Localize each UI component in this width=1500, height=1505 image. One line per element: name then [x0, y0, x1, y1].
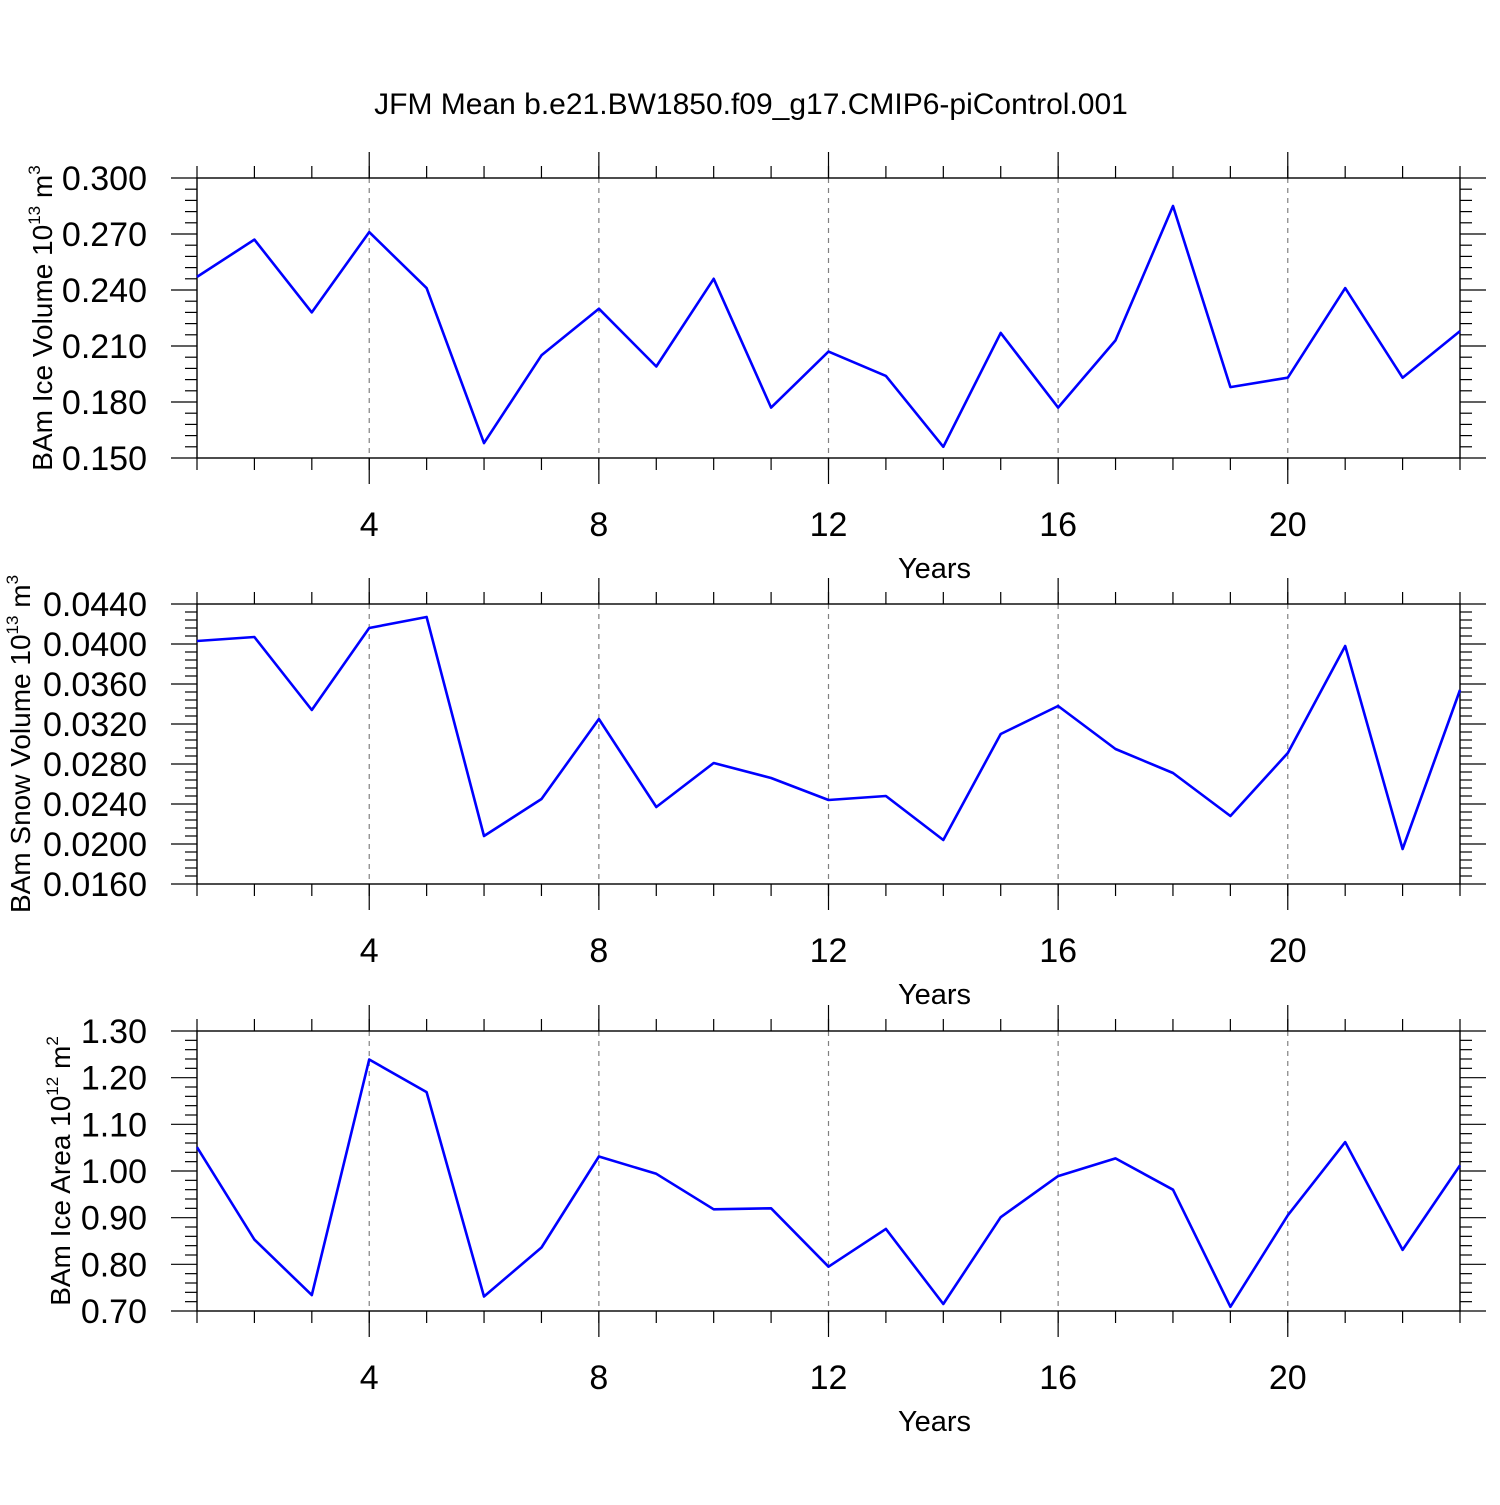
x-tick-label: 20	[1269, 506, 1307, 544]
y-axis-label-unit-exponent: 3	[25, 165, 44, 174]
x-axis-label: Years	[898, 979, 971, 1011]
y-tick-label: 0.90	[81, 1200, 147, 1238]
y-tick-label: 0.210	[62, 328, 147, 366]
x-axis-label: Years	[898, 1406, 971, 1438]
series-line	[196, 615, 1462, 851]
y-tick-label: 0.300	[62, 160, 147, 198]
y-tick-label: 1.30	[81, 1013, 147, 1051]
y-axis-label: BAm Ice Area 1012 m2	[43, 1036, 76, 1306]
y-tick-label: 1.10	[81, 1106, 147, 1144]
y-tick-label: 0.180	[62, 384, 147, 422]
x-tick-label: 16	[1039, 506, 1077, 544]
y-axis-label-unit: m	[45, 1046, 76, 1077]
y-axis-label-exponent: 13	[25, 206, 44, 225]
y-tick-label: 0.0240	[43, 786, 147, 824]
panel-3: 4 8 12 16 20 Years 0.70 0.80 0.90 1.00 1.10 1.20 1.3…	[43, 1005, 1486, 1438]
y-axis-label-exponent: 13	[3, 616, 22, 635]
x-axis-label: Years	[898, 553, 971, 585]
x-tick-label: 12	[810, 506, 848, 544]
chart-panels: 4 8 12 16 20 Years 0.150 0.180 0.210 0.240 0.270 0.…	[3, 152, 1486, 1438]
x-tick-label: 8	[589, 932, 608, 970]
y-tick-label: 0.0160	[43, 866, 147, 904]
plot-frame	[196, 603, 1461, 885]
y-axis-label-unit: m	[5, 584, 36, 615]
x-tick-label: 20	[1269, 1359, 1307, 1397]
y-axis-label-text: BAm Snow Volume 10	[5, 634, 36, 913]
y-axis-label-exponent: 12	[43, 1077, 62, 1096]
y-tick-label: 0.0200	[43, 826, 147, 864]
y-axis-label-text: BAm Ice Volume 10	[27, 225, 58, 471]
y-tick-label: 0.80	[81, 1246, 147, 1284]
x-tick-label: 20	[1269, 932, 1307, 970]
x-tick-label: 16	[1039, 1359, 1077, 1397]
plot-frame	[196, 1030, 1461, 1312]
y-tick-label: 0.70	[81, 1293, 147, 1331]
y-tick-label: 0.0360	[43, 666, 147, 704]
y-tick-label: 1.00	[81, 1153, 147, 1191]
y-axis-label-unit-exponent: 2	[43, 1036, 62, 1045]
series-line	[196, 204, 1461, 449]
x-tick-label: 8	[589, 506, 608, 544]
y-tick-label: 0.270	[62, 216, 147, 254]
y-tick-label: 0.0440	[43, 586, 147, 624]
x-tick-label: 8	[589, 1359, 608, 1397]
y-axis-label-text: BAm Ice Area 10	[45, 1096, 76, 1306]
plot-frame	[196, 177, 1461, 459]
y-tick-label: 0.0320	[43, 706, 147, 744]
panel-2: 4 8 12 16 20Years0.01600.02000.02400.02800.0…	[3, 575, 1486, 1011]
chart-title: JFM Mean b.e21.BW1850.f09_g17.CMIP6-piCo…	[374, 88, 1128, 121]
x-tick-label: 16	[1039, 932, 1077, 970]
y-axis-label-unit: m	[27, 175, 58, 206]
x-tick-label: 12	[810, 1359, 848, 1397]
y-tick-label: 0.0400	[43, 626, 147, 664]
x-tick-label: 4	[360, 506, 379, 544]
y-tick-label: 0.0280	[43, 746, 147, 784]
y-axis-label: BAm Snow Volume 1013 m3	[3, 575, 36, 913]
y-axis-label-unit-exponent: 3	[3, 575, 22, 584]
x-tick-label: 4	[360, 1359, 379, 1397]
series-line	[195, 1058, 1462, 1309]
x-tick-label: 4	[360, 932, 379, 970]
panel-1: 4 8 12 16 20 Years 0.150 0.180 0.210 0.240 0.270 0.…	[25, 152, 1486, 585]
y-tick-label: 0.240	[62, 272, 147, 310]
y-axis-label: BAm Ice Volume 1013 m3	[25, 165, 58, 470]
y-tick-label: 0.150	[62, 440, 147, 478]
x-tick-label: 12	[810, 932, 848, 970]
y-tick-label: 1.20	[81, 1060, 147, 1098]
